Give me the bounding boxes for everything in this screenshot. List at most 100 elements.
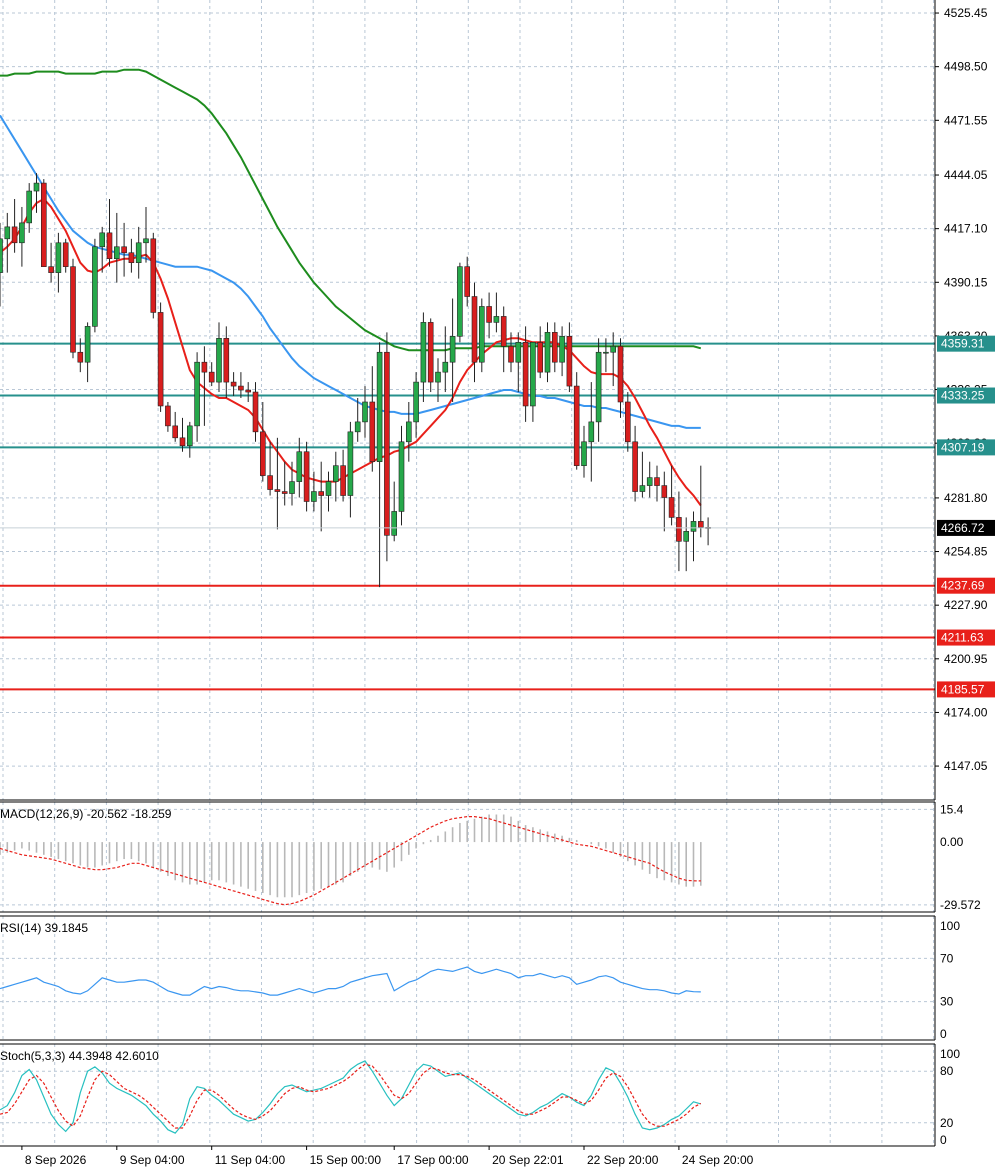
candle[interactable] [99,232,105,248]
candle[interactable] [362,401,368,423]
candle[interactable] [223,338,230,383]
candle[interactable] [157,312,164,407]
candle[interactable] [11,226,18,244]
candle[interactable] [332,465,339,482]
candle[interactable] [77,351,84,363]
candle[interactable] [690,521,697,532]
candle[interactable] [654,477,660,486]
candle[interactable] [683,531,690,542]
candle[interactable] [281,491,288,494]
candle[interactable] [515,341,522,363]
candle[interactable] [33,182,40,192]
candle[interactable] [457,266,463,337]
candle[interactable] [595,351,602,423]
candle[interactable] [0,238,3,273]
candle[interactable] [84,326,91,363]
candle[interactable] [106,232,113,260]
candle[interactable] [391,511,398,536]
candle[interactable] [573,385,580,466]
candle[interactable] [493,316,500,323]
candle[interactable] [354,421,361,433]
candle[interactable] [646,477,653,486]
candle[interactable] [252,391,259,433]
candle[interactable] [632,441,638,492]
candle[interactable] [70,266,76,353]
candle[interactable] [500,316,507,347]
candle[interactable] [405,421,412,443]
candle[interactable] [274,489,281,492]
candle[interactable] [216,338,222,383]
candle[interactable] [62,242,69,267]
candle[interactable] [449,336,456,363]
candle[interactable] [289,481,295,494]
candle[interactable] [581,441,587,466]
candle[interactable] [114,246,120,260]
candle[interactable] [603,351,609,354]
candle[interactable] [55,242,62,273]
candle[interactable] [471,296,478,363]
candle[interactable] [4,226,11,240]
candle[interactable] [420,322,427,383]
candle[interactable] [267,475,273,490]
candle[interactable] [530,341,536,407]
candle[interactable] [442,361,449,373]
candle[interactable] [259,431,266,476]
candle[interactable] [40,182,47,267]
candle[interactable] [697,521,704,528]
candle[interactable] [245,389,251,393]
candle[interactable] [325,481,332,496]
candle[interactable] [296,451,303,482]
candle[interactable] [559,336,565,363]
candle[interactable] [369,401,376,462]
candle[interactable] [624,401,631,443]
candle[interactable] [128,252,135,263]
candle[interactable] [165,405,171,427]
candle[interactable] [121,246,127,254]
candle[interactable] [238,385,244,391]
candle[interactable] [318,491,325,496]
candle[interactable] [48,266,54,273]
candle[interactable] [676,517,682,542]
candle[interactable] [92,246,98,327]
candle[interactable] [508,345,514,363]
candle[interactable] [150,238,157,313]
candle[interactable] [201,361,208,373]
candle[interactable] [135,242,142,263]
candle[interactable] [427,322,434,383]
candle[interactable] [617,345,624,403]
candle[interactable] [376,351,383,462]
candle[interactable] [179,437,186,447]
macd-panel[interactable]: MACD(12,26,9) -20.562 -18.259 [0,807,702,906]
candle[interactable] [347,431,354,496]
price-panel[interactable] [0,68,935,691]
candle[interactable] [544,332,551,373]
candle[interactable] [143,238,149,244]
candle[interactable] [522,341,529,407]
candle[interactable] [537,341,544,373]
candle[interactable] [311,491,317,502]
candle[interactable] [230,381,237,387]
candle[interactable] [19,222,25,244]
candle[interactable] [610,345,617,353]
rsi-panel[interactable]: RSI(14) 39.1845 [0,921,701,996]
candle[interactable] [551,332,558,363]
candle[interactable] [661,485,668,498]
candle[interactable] [464,266,471,297]
candle[interactable] [588,421,595,443]
candle[interactable] [303,451,310,502]
candle[interactable] [194,361,200,427]
candle[interactable] [566,336,573,387]
candle[interactable] [187,425,193,447]
candle[interactable] [478,306,485,363]
candle[interactable] [486,306,492,323]
candle[interactable] [172,425,178,439]
candle[interactable] [26,190,33,224]
candle[interactable] [398,441,405,512]
candle[interactable] [639,485,646,492]
candle[interactable] [208,371,215,383]
candle[interactable] [413,381,419,423]
candle[interactable] [384,351,390,536]
candle[interactable] [435,371,441,383]
candle[interactable] [668,497,675,518]
